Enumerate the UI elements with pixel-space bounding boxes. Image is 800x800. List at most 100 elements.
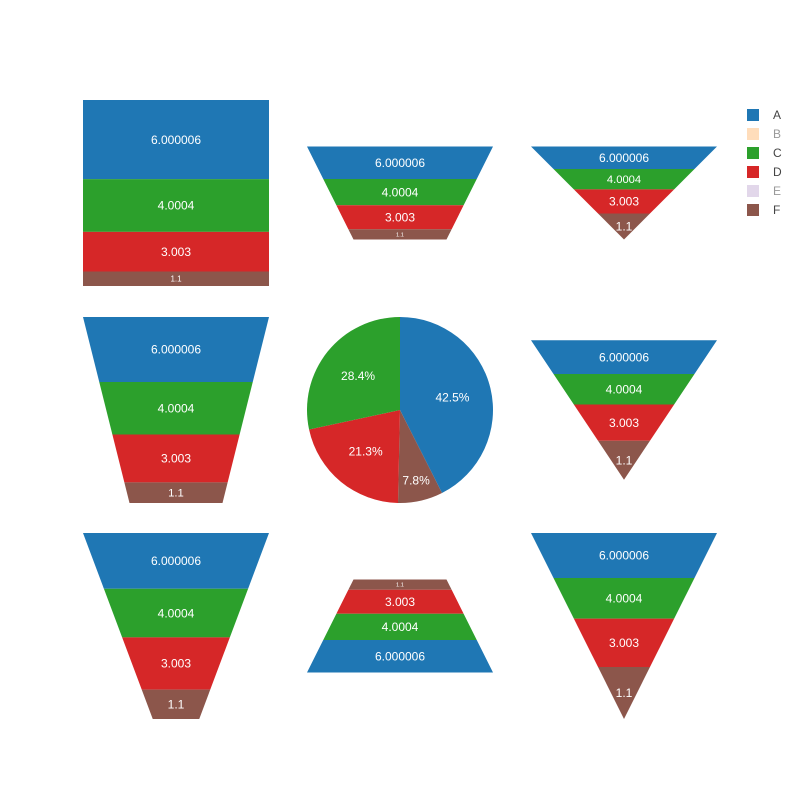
funnel-top-right: 6.000006 4.0004 3.003 1.1 bbox=[531, 146, 717, 240]
segment-label-C: 4.0004 bbox=[158, 606, 195, 620]
segment-label-D: 3.003 bbox=[161, 452, 191, 466]
segment-D bbox=[83, 231, 269, 272]
segment-label-A: 6.000006 bbox=[375, 156, 425, 170]
segment-C bbox=[99, 382, 253, 435]
funnel-bottom-left: 6.000006 4.0004 3.003 1.1 bbox=[83, 533, 269, 719]
pie-slice-A bbox=[400, 317, 493, 493]
legend-item-E[interactable]: E bbox=[747, 184, 781, 198]
segment-label-A: 6.000006 bbox=[599, 549, 649, 563]
segment-F bbox=[598, 667, 650, 719]
segment-D bbox=[336, 205, 464, 230]
pie-slice-F bbox=[397, 410, 442, 503]
segment-label-D: 3.003 bbox=[609, 416, 639, 430]
legend-label-F: F bbox=[773, 203, 780, 217]
legend-swatch-C bbox=[747, 147, 759, 159]
segment-label-A: 6.000006 bbox=[151, 554, 201, 568]
segment-C bbox=[553, 578, 695, 619]
pie-slice-C bbox=[307, 317, 400, 430]
segment-C bbox=[83, 179, 269, 232]
segment-label-F: 1.1 bbox=[616, 453, 633, 467]
segment-label-C: 4.0004 bbox=[607, 174, 641, 186]
segment-label-D: 3.003 bbox=[609, 195, 639, 209]
segment-label-C: 4.0004 bbox=[382, 620, 419, 634]
legend-item-C[interactable]: C bbox=[747, 146, 782, 160]
segment-label-D: 3.003 bbox=[385, 210, 415, 224]
segment-D bbox=[573, 404, 675, 441]
legend-swatch-D bbox=[747, 166, 759, 178]
legend-label-B: B bbox=[773, 127, 781, 141]
segment-label-D: 3.003 bbox=[161, 245, 191, 259]
segment-D bbox=[573, 189, 675, 214]
legend-swatch-F bbox=[747, 204, 759, 216]
segment-F bbox=[598, 440, 650, 480]
segment-F bbox=[348, 579, 452, 590]
legend-label-C: C bbox=[773, 146, 782, 160]
segment-C bbox=[553, 169, 695, 190]
pie-center: 42.5% 7.8% 21.3% 28.4% bbox=[307, 317, 493, 503]
legend-item-D[interactable]: D bbox=[747, 165, 782, 179]
funnel-top-left: 6.000006 4.0004 3.003 1.1 bbox=[83, 100, 269, 286]
pie-label-F: 7.8% bbox=[402, 474, 430, 488]
segment-A bbox=[307, 639, 493, 673]
legend-swatch-E bbox=[747, 185, 759, 197]
segment-A bbox=[531, 533, 717, 579]
segment-C bbox=[553, 374, 695, 405]
segment-label-C: 4.0004 bbox=[382, 185, 419, 199]
legend-swatch-B bbox=[747, 128, 759, 140]
segment-A bbox=[83, 100, 269, 180]
segment-D bbox=[573, 618, 675, 668]
segment-label-C: 4.0004 bbox=[606, 592, 643, 606]
segment-label-D: 3.003 bbox=[161, 657, 191, 671]
funnel-middle-right: 6.000006 4.0004 3.003 1.1 bbox=[531, 340, 717, 480]
segment-A bbox=[83, 533, 269, 589]
segment-label-A: 6.000006 bbox=[375, 649, 425, 663]
segment-label-F: 1.1 bbox=[396, 232, 404, 238]
segment-C bbox=[323, 613, 477, 640]
segment-label-F: 1.1 bbox=[170, 275, 182, 284]
pie-slice-D bbox=[309, 410, 400, 503]
segment-label-A: 6.000006 bbox=[599, 350, 649, 364]
legend-label-E: E bbox=[773, 184, 781, 198]
segment-label-F: 1.1 bbox=[168, 698, 185, 712]
legend-item-A[interactable]: A bbox=[747, 108, 781, 122]
segment-C bbox=[103, 588, 249, 638]
segment-label-A: 6.000006 bbox=[151, 343, 201, 357]
segment-label-C: 4.0004 bbox=[158, 401, 195, 415]
segment-label-A: 6.000006 bbox=[151, 133, 201, 147]
segment-label-D: 3.003 bbox=[385, 595, 415, 609]
segment-D bbox=[122, 637, 230, 690]
segment-label-F: 1.1 bbox=[168, 488, 184, 500]
legend-label-D: D bbox=[773, 165, 782, 179]
legend-item-F[interactable]: F bbox=[747, 203, 780, 217]
funnel-bottom-center: 1.1 3.003 4.0004 6.000006 bbox=[307, 579, 493, 673]
segment-A bbox=[531, 340, 717, 375]
legend-item-B[interactable]: B bbox=[747, 127, 781, 141]
segment-F bbox=[348, 229, 452, 240]
segment-A bbox=[307, 146, 493, 180]
pie-label-C: 28.4% bbox=[341, 369, 375, 383]
segment-label-F: 1.1 bbox=[396, 583, 404, 589]
segment-label-F: 1.1 bbox=[616, 220, 633, 234]
segment-A bbox=[531, 146, 717, 170]
funnel-top-center: 6.000006 4.0004 3.003 1.1 bbox=[307, 146, 493, 240]
pie-label-D: 21.3% bbox=[349, 445, 383, 459]
segment-label-C: 4.0004 bbox=[606, 382, 643, 396]
segment-F bbox=[124, 482, 228, 503]
pie-label-A: 42.5% bbox=[435, 390, 469, 404]
segment-F bbox=[141, 689, 211, 719]
funnel-bottom-right: 6.000006 4.0004 3.003 1.1 bbox=[531, 533, 717, 719]
legend-label-A: A bbox=[773, 108, 781, 122]
segment-C bbox=[323, 179, 477, 206]
segment-F bbox=[83, 271, 269, 286]
segment-label-F: 1.1 bbox=[616, 686, 633, 700]
segment-label-A: 6.000006 bbox=[599, 151, 649, 165]
legend-swatch-A bbox=[747, 109, 759, 121]
segment-D bbox=[336, 589, 464, 614]
segment-label-C: 4.0004 bbox=[158, 199, 195, 213]
segment-label-D: 3.003 bbox=[609, 636, 639, 650]
segment-A bbox=[83, 317, 269, 383]
segment-F bbox=[598, 213, 650, 240]
segment-D bbox=[112, 434, 240, 483]
